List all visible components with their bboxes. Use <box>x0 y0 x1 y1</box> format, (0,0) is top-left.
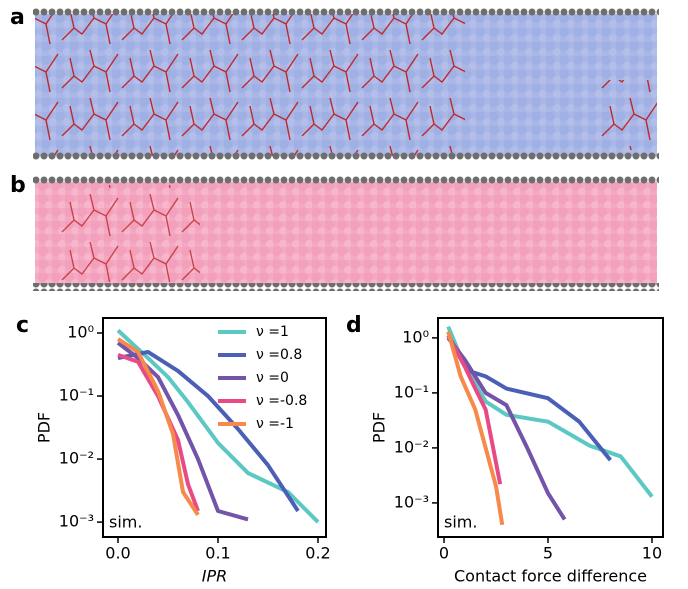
x-tick-label: 5 <box>543 544 553 563</box>
y-tick-label: 10⁻² <box>59 449 94 468</box>
data-line <box>446 331 505 526</box>
data-line <box>116 337 200 517</box>
wall <box>33 8 659 16</box>
panel-label: b <box>10 173 26 198</box>
legend-label: ν =1 <box>256 324 289 340</box>
legend-label: ν =-1 <box>256 416 294 432</box>
panel-label: a <box>10 5 25 30</box>
annotation: sim. <box>109 513 142 532</box>
force-network <box>600 80 657 150</box>
x-tick-label: 0.2 <box>305 544 330 563</box>
annotation: sim. <box>444 513 477 532</box>
data-line <box>116 341 249 522</box>
panel-label: c <box>16 313 29 338</box>
data-line <box>446 334 503 485</box>
y-tick-label: 10⁰ <box>67 323 94 342</box>
wall <box>33 176 659 184</box>
legend-label: ν =0.8 <box>256 347 302 363</box>
wall <box>33 283 659 291</box>
y-tick-label: 10⁻³ <box>394 492 429 511</box>
y-tick-label: 10⁰ <box>402 327 429 346</box>
plot-frame <box>102 317 327 538</box>
x-tick-label: 0 <box>439 544 449 563</box>
x-axis-label: IPR <box>202 567 227 586</box>
data-line <box>446 325 654 498</box>
x-tick-label: 0.1 <box>205 544 230 563</box>
x-tick-label: 10 <box>642 544 662 563</box>
x-tick-label: 0.0 <box>105 544 130 563</box>
panel-label: d <box>346 313 362 338</box>
plot-frame <box>437 317 664 538</box>
legend-label: ν =0 <box>256 370 289 386</box>
y-axis-label: PDF <box>370 412 389 443</box>
y-tick-label: 10⁻³ <box>59 512 94 531</box>
data-line <box>117 349 300 513</box>
data-line <box>446 336 567 521</box>
legend-label: ν =-0.8 <box>256 393 307 409</box>
y-tick-label: 10⁻¹ <box>394 382 429 401</box>
force-network <box>60 185 200 282</box>
wall <box>33 152 659 160</box>
y-tick-label: 10⁻² <box>394 437 429 456</box>
y-axis-label: PDF <box>35 412 54 443</box>
force-network <box>35 14 465 156</box>
x-axis-label: Contact force difference <box>454 567 647 586</box>
y-tick-label: 10⁻¹ <box>59 386 94 405</box>
